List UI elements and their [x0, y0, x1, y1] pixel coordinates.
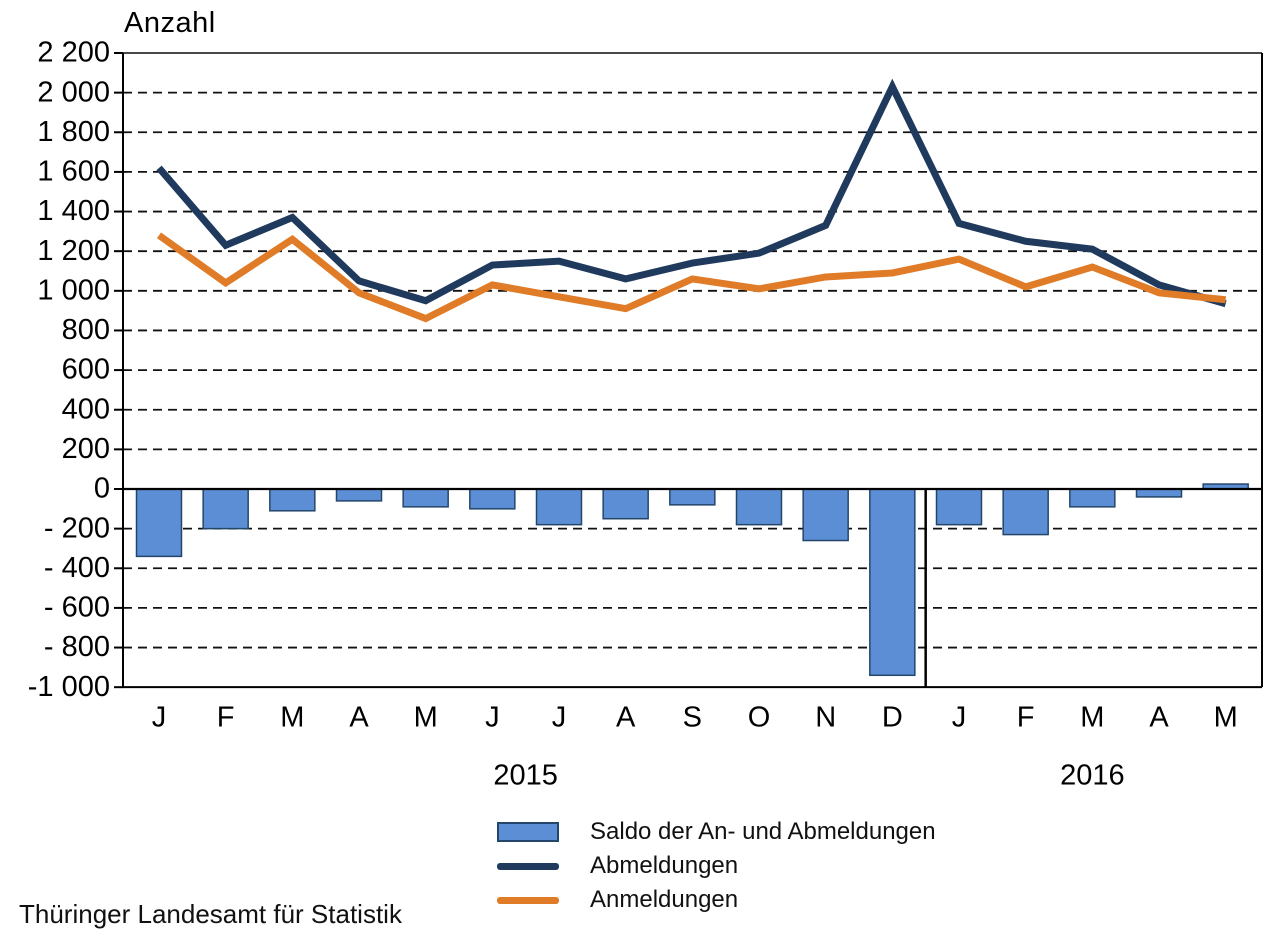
y-tick-label-800: 800 [62, 314, 110, 346]
y-tick-label-1400: 1 400 [37, 195, 110, 227]
y-axis-title: Anzahl [124, 7, 216, 39]
y-tick-label-200: 200 [62, 433, 110, 465]
y-tick-label--800: - 800 [44, 631, 110, 663]
y-tick-label-0: 0 [94, 473, 110, 505]
month-label-S-8: S [683, 702, 702, 734]
saldo-bar-F-13 [1002, 488, 1049, 536]
saldo-bar-N-10 [802, 488, 849, 542]
saldo-bar-swatch-icon [497, 822, 559, 842]
legend-label-abmeldungen: Abmeldungen [590, 852, 739, 879]
legend-item-anmeldungen: Anmeldungen [497, 883, 936, 917]
saldo-bar-J-5 [469, 488, 516, 510]
legend-item-saldo: Saldo der An- und Abmeldungen [497, 815, 936, 849]
legend-item-abmeldungen: Abmeldungen [497, 849, 936, 883]
y-tick-label--400: - 400 [44, 552, 110, 584]
abmeldungen-line-swatch-icon [497, 862, 559, 870]
month-label-N-10: N [815, 702, 836, 734]
source-text: Thüringer Landesamt für Statistik [19, 899, 402, 929]
saldo-bar-F-1 [202, 488, 249, 530]
y-tick-label-1200: 1 200 [37, 235, 110, 267]
month-label-J-12: J [952, 702, 967, 734]
month-label-A-7: A [616, 702, 636, 734]
month-label-O-9: O [748, 702, 771, 734]
y-tick-label-600: 600 [62, 354, 110, 386]
saldo-bar-S-8 [669, 488, 716, 506]
saldo-bar-M-4 [402, 488, 449, 508]
month-label-M-14: M [1080, 702, 1104, 734]
saldo-bar-D-11 [869, 488, 916, 677]
y-tick-label--600: - 600 [44, 592, 110, 624]
y-tick-label-2200: 2 200 [37, 37, 110, 69]
month-label-M-2: M [280, 702, 304, 734]
month-label-J-5: J [485, 702, 500, 734]
y-tick-label--200: - 200 [44, 512, 110, 544]
saldo-bar-J-12 [935, 488, 983, 526]
y-tick-label-400: 400 [62, 393, 110, 425]
month-label-M-4: M [414, 702, 438, 734]
legend-label-saldo: Saldo der An- und Abmeldungen [590, 818, 936, 845]
year-label-2015: 2015 [493, 760, 558, 792]
saldo-bar-A-3 [335, 488, 383, 502]
anmeldungen-line-swatch-icon [497, 896, 559, 904]
month-label-J-0: J [152, 702, 167, 734]
month-label-F-1: F [217, 702, 235, 734]
month-label-D-11: D [882, 702, 903, 734]
month-label-M-16: M [1214, 702, 1238, 734]
saldo-bar-M-14 [1069, 488, 1116, 508]
y-tick-label-1800: 1 800 [37, 116, 110, 148]
year-label-2016: 2016 [1060, 760, 1125, 792]
y-tick-label-1600: 1 600 [37, 156, 110, 188]
line-abmeldungen [156, 78, 1227, 308]
month-label-J-6: J [552, 702, 567, 734]
y-tick-label-2000: 2 000 [37, 76, 110, 108]
month-label-A-3: A [349, 702, 369, 734]
saldo-bar-J-6 [535, 488, 583, 526]
month-label-F-13: F [1017, 702, 1035, 734]
saldo-bar-O-9 [735, 488, 783, 526]
saldo-bar-M-2 [269, 488, 316, 512]
legend-label-anmeldungen: Anmeldungen [590, 886, 739, 913]
legend: Saldo der An- und Abmeldungen Abmeldunge… [497, 815, 936, 917]
saldo-bar-A-15 [1135, 488, 1183, 498]
month-label-A-15: A [1149, 702, 1169, 734]
saldo-bar-J-0 [135, 488, 183, 558]
y-tick-label-1000: 1 000 [37, 274, 110, 306]
saldo-bar-A-7 [602, 488, 649, 520]
line-anmeldungen [156, 232, 1227, 323]
y-tick-label--1000: -1 000 [28, 671, 110, 703]
